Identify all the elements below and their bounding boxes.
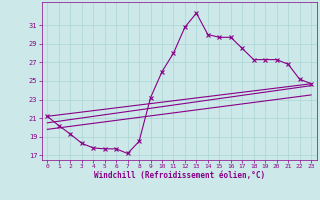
X-axis label: Windchill (Refroidissement éolien,°C): Windchill (Refroidissement éolien,°C) <box>94 171 265 180</box>
